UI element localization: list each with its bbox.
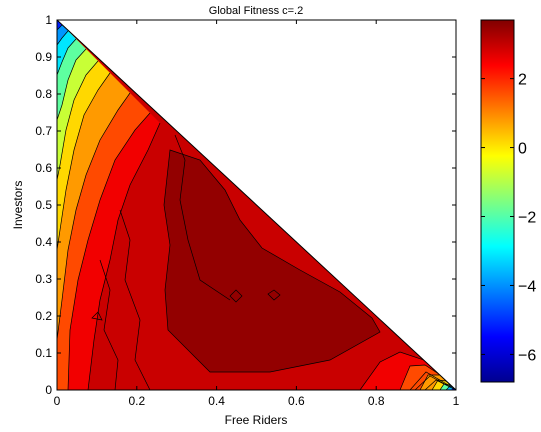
chart-title: Global Fitness c=.2 — [209, 5, 303, 17]
y-tick-label: 0.2 — [35, 309, 52, 323]
x-axis-label: Free Riders — [225, 413, 288, 427]
colorbar-axis: 2 0 −2 −4 −6 — [481, 72, 536, 364]
colorbar-frame — [480, 19, 515, 383]
y-tick-label: 0 — [45, 383, 52, 397]
x-tick-label: 0.8 — [368, 394, 385, 408]
colorbar-tick-label: −4 — [518, 278, 536, 295]
colorbar-tick-label: −6 — [518, 347, 536, 364]
contour-region-peak — [164, 150, 380, 372]
y-tick-label: 0.9 — [35, 50, 52, 64]
colorbar-tick-label: −2 — [518, 210, 536, 227]
colorbar — [481, 20, 514, 382]
colorbar-tick-label: 2 — [518, 72, 527, 89]
y-tick-label: 0.1 — [35, 346, 52, 360]
triangle-boundary — [56, 19, 457, 391]
contour-band — [57, 20, 62, 30]
y-tick-label: 0.4 — [35, 235, 52, 249]
y-tick-label: 0.5 — [35, 198, 52, 212]
y-tick-label: 0.6 — [35, 161, 52, 175]
y-axis: 0 0.1 0.2 0.3 0.4 0.5 0.6 0.7 0.8 0.9 1 — [35, 13, 456, 397]
y-tick-label: 0.3 — [35, 272, 52, 286]
y-tick-label: 0.7 — [35, 124, 52, 138]
y-tick-label: 0.8 — [35, 87, 52, 101]
x-tick-label: 0 — [54, 394, 61, 408]
x-tick-label: 1 — [453, 394, 460, 408]
x-axis: 0 0.2 0.4 0.6 0.8 1 — [54, 20, 460, 408]
x-tick-label: 0.6 — [288, 394, 305, 408]
x-tick-label: 0.4 — [208, 394, 225, 408]
y-axis-label: Investors — [11, 181, 25, 230]
y-tick-label: 1 — [45, 13, 52, 27]
x-tick-label: 0.2 — [128, 394, 145, 408]
colorbar-tick-label: 0 — [518, 141, 527, 158]
